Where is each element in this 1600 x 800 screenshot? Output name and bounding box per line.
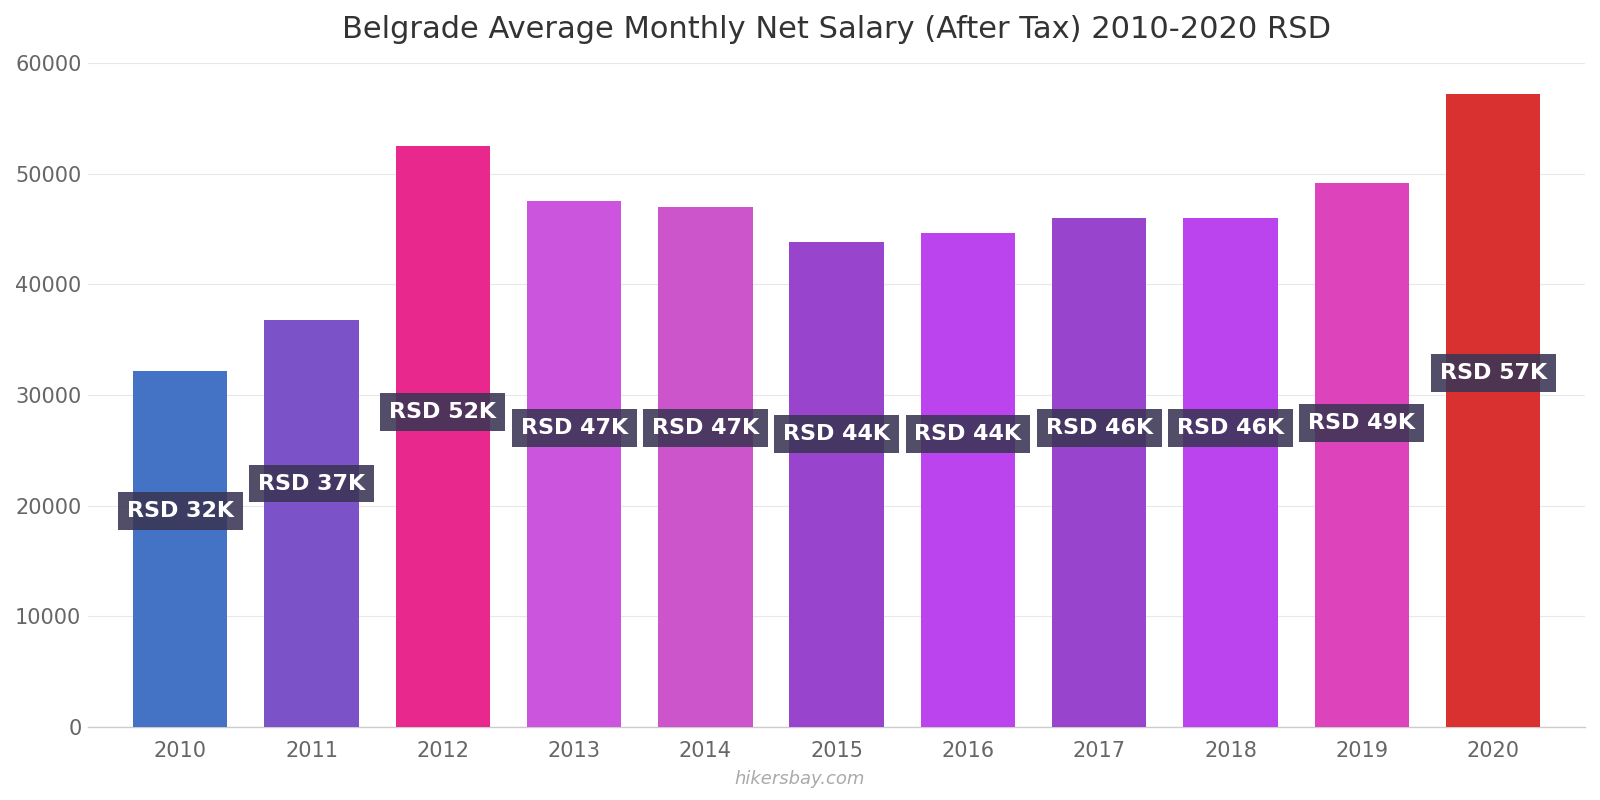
- Bar: [1315, 182, 1410, 727]
- Text: RSD 44K: RSD 44K: [782, 424, 890, 444]
- Text: RSD 57K: RSD 57K: [1440, 363, 1547, 383]
- Text: RSD 46K: RSD 46K: [1046, 418, 1152, 438]
- Text: hikersbay.com: hikersbay.com: [734, 770, 866, 788]
- Bar: [1051, 218, 1147, 727]
- Text: RSD 52K: RSD 52K: [389, 402, 496, 422]
- Bar: [133, 370, 227, 727]
- Bar: [526, 202, 621, 727]
- Text: RSD 32K: RSD 32K: [126, 502, 234, 522]
- Bar: [658, 207, 752, 727]
- Bar: [1184, 218, 1278, 727]
- Text: RSD 37K: RSD 37K: [258, 474, 365, 494]
- Text: RSD 49K: RSD 49K: [1309, 413, 1416, 433]
- Bar: [1446, 94, 1541, 727]
- Bar: [264, 320, 358, 727]
- Title: Belgrade Average Monthly Net Salary (After Tax) 2010-2020 RSD: Belgrade Average Monthly Net Salary (Aft…: [342, 15, 1331, 44]
- Text: RSD 47K: RSD 47K: [520, 418, 627, 438]
- Bar: [920, 234, 1016, 727]
- Bar: [789, 242, 883, 727]
- Text: RSD 46K: RSD 46K: [1178, 418, 1285, 438]
- Bar: [395, 146, 490, 727]
- Text: RSD 44K: RSD 44K: [915, 424, 1021, 444]
- Text: RSD 47K: RSD 47K: [651, 418, 758, 438]
